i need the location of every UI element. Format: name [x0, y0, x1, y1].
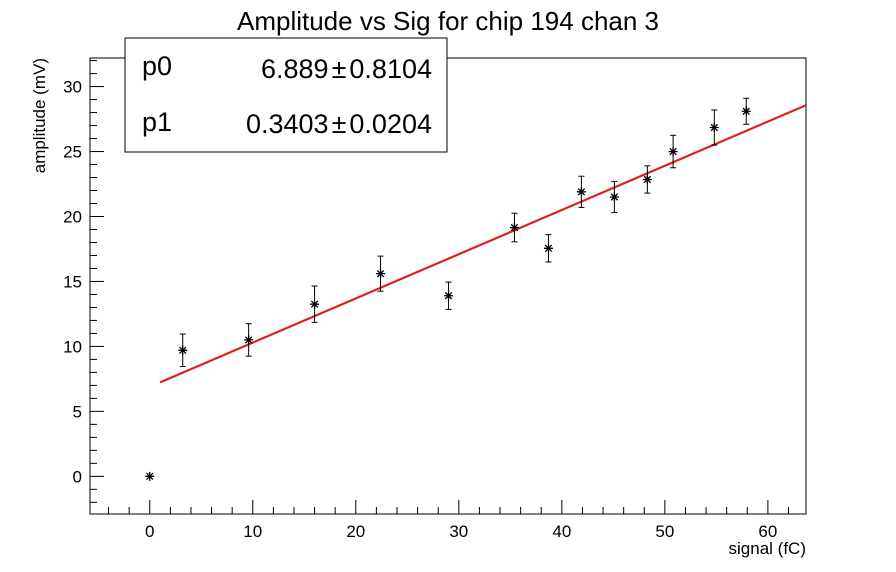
- star-marker: [741, 106, 751, 116]
- x-tick-label: 10: [243, 522, 262, 541]
- data-point: [543, 234, 553, 263]
- star-marker: [609, 192, 619, 202]
- data-point: [244, 323, 254, 357]
- star-marker: [543, 243, 553, 253]
- star-marker: [642, 174, 652, 184]
- data-point: [576, 175, 586, 208]
- stats-p0-name: p0: [142, 51, 172, 81]
- x-tick-label: 20: [346, 522, 365, 541]
- y-tick-label: 20: [63, 208, 82, 227]
- star-marker: [576, 187, 586, 197]
- chart-title: Amplitude vs Sig for chip 194 chan 3: [237, 6, 659, 36]
- x-tick-label: 30: [449, 522, 468, 541]
- data-point: [741, 97, 751, 125]
- star-marker: [376, 269, 386, 279]
- data-point: [145, 471, 155, 481]
- stats-p0-value: 6.889 ±0.8104: [261, 54, 432, 84]
- stats-p1-value: 0.3403 ±0.0204: [246, 109, 432, 139]
- y-axis-label: amplitude (mV): [30, 58, 49, 173]
- y-tick-label: 5: [73, 402, 82, 421]
- data-point: [310, 285, 320, 323]
- star-marker: [444, 291, 454, 301]
- fit-line-layer: [159, 104, 807, 384]
- star-marker: [145, 471, 155, 481]
- star-marker: [709, 123, 719, 132]
- y-tick-label: 15: [63, 272, 82, 291]
- data-points: [145, 97, 751, 481]
- y-tick-label: 10: [63, 337, 82, 356]
- x-tick-label: 60: [758, 522, 777, 541]
- data-point: [642, 165, 652, 194]
- data-point: [609, 180, 619, 214]
- x-tick-label: 0: [145, 522, 154, 541]
- star-marker: [668, 147, 678, 157]
- stats-p1-name: p1: [142, 107, 172, 137]
- star-marker: [310, 299, 320, 309]
- x-tick-label: 40: [552, 522, 571, 541]
- data-point: [709, 109, 719, 146]
- x-tick-label: 50: [655, 522, 674, 541]
- x-axis: 0 10 20 30 40 50 60: [108, 500, 789, 541]
- data-point: [178, 333, 188, 368]
- fit-line: [159, 104, 807, 384]
- stats-box-frame: [124, 37, 448, 153]
- fit-stats-box: p0 6.889 ±0.8104 p1 0.3403 ±0.0204: [124, 37, 448, 153]
- y-tick-label: 30: [63, 78, 82, 97]
- star-marker: [509, 223, 519, 233]
- data-point: [509, 212, 519, 243]
- x-axis-label: signal (fC): [729, 539, 806, 558]
- y-tick-label: 0: [73, 467, 82, 486]
- y-axis: 0 5 10 15 20 25 30: [63, 60, 104, 503]
- data-point: [376, 255, 386, 292]
- plot-frame: [89, 57, 807, 515]
- y-tick-label: 25: [63, 143, 82, 162]
- star-marker: [178, 345, 188, 355]
- data-point: [444, 281, 454, 310]
- data-point: [668, 134, 678, 169]
- star-marker: [244, 335, 254, 345]
